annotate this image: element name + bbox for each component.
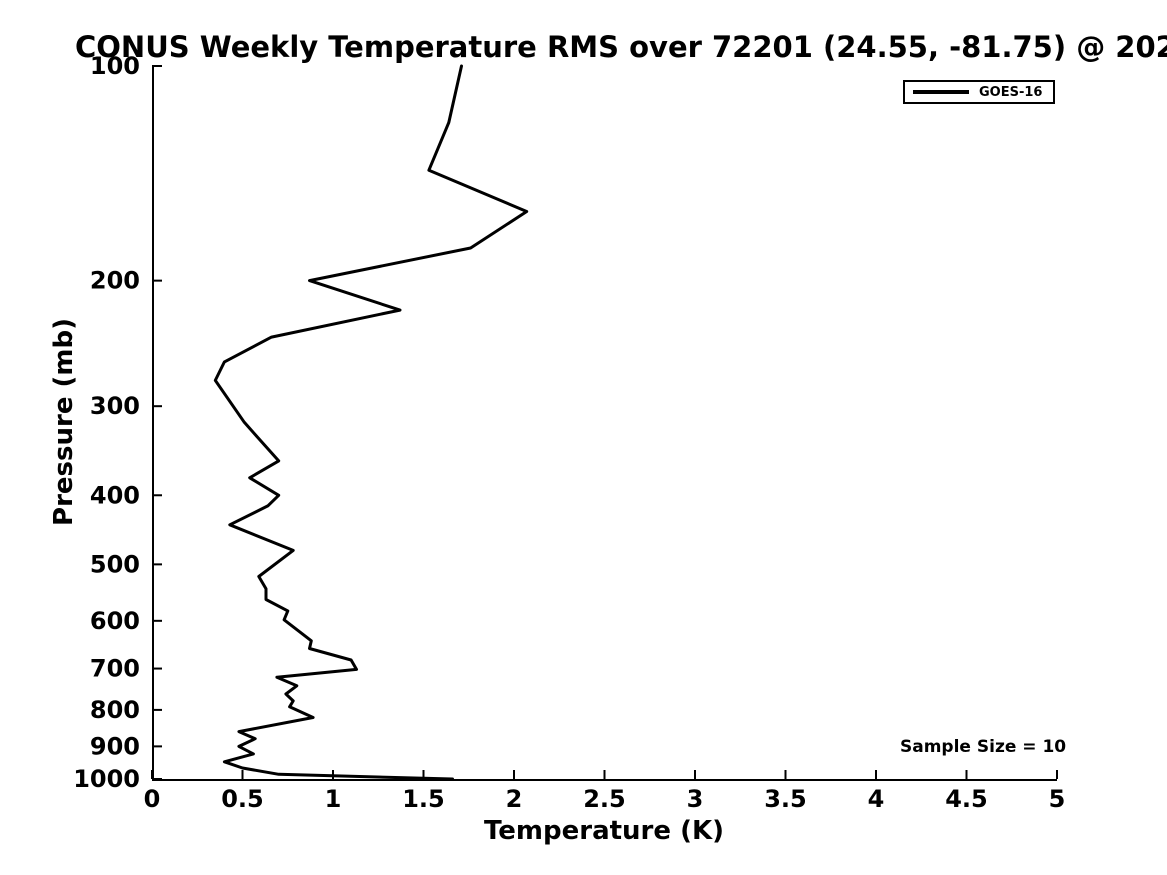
x-tick-label-3.5: 3.5 [764,785,807,813]
sample-size-annotation: Sample Size = 10 [900,737,1067,757]
y-tick-label-900: 900 [90,732,140,760]
y-tick-label-400: 400 [90,481,140,509]
x-tick-label-1: 1 [325,785,342,813]
x-tick-label-4.5: 4.5 [945,785,988,813]
y-tick-label-700: 700 [90,655,140,683]
y-tick-label-800: 800 [90,696,140,724]
x-tick-label-5: 5 [1049,785,1066,813]
legend-line-swatch [913,90,969,94]
x-tick-label-0.5: 0.5 [221,785,264,813]
legend-entry-label: GOES-16 [979,84,1043,100]
x-tick-label-2.5: 2.5 [583,785,626,813]
x-tick-label-3: 3 [687,785,704,813]
y-tick-label-500: 500 [90,550,140,578]
x-tick-label-1.5: 1.5 [402,785,445,813]
legend: GOES-16 [903,80,1055,104]
y-tick-label-300: 300 [90,392,140,420]
x-tick-label-4: 4 [868,785,885,813]
y-tick-label-100: 100 [90,52,140,80]
y-tick-label-600: 600 [90,607,140,635]
series-layer [213,64,529,781]
y-axis-label-text: Pressure (mb) [49,318,79,526]
x-axis-label: Temperature (K) [484,816,724,846]
chart-title: CONUS Weekly Temperature RMS over 72201 … [75,30,1167,64]
series-line-goes-16 [213,64,529,781]
x-tick-label-2: 2 [506,785,523,813]
axes-layer: 0 0.5 1 1.5 2 2.5 3 3.5 4 4.5 5 100 200 300 400 500 600 7… [73,52,1065,813]
y-tick-label-200: 200 [90,267,140,295]
x-tick-label-0: 0 [144,785,161,813]
y-tick-label-1000: 1000 [73,765,140,793]
